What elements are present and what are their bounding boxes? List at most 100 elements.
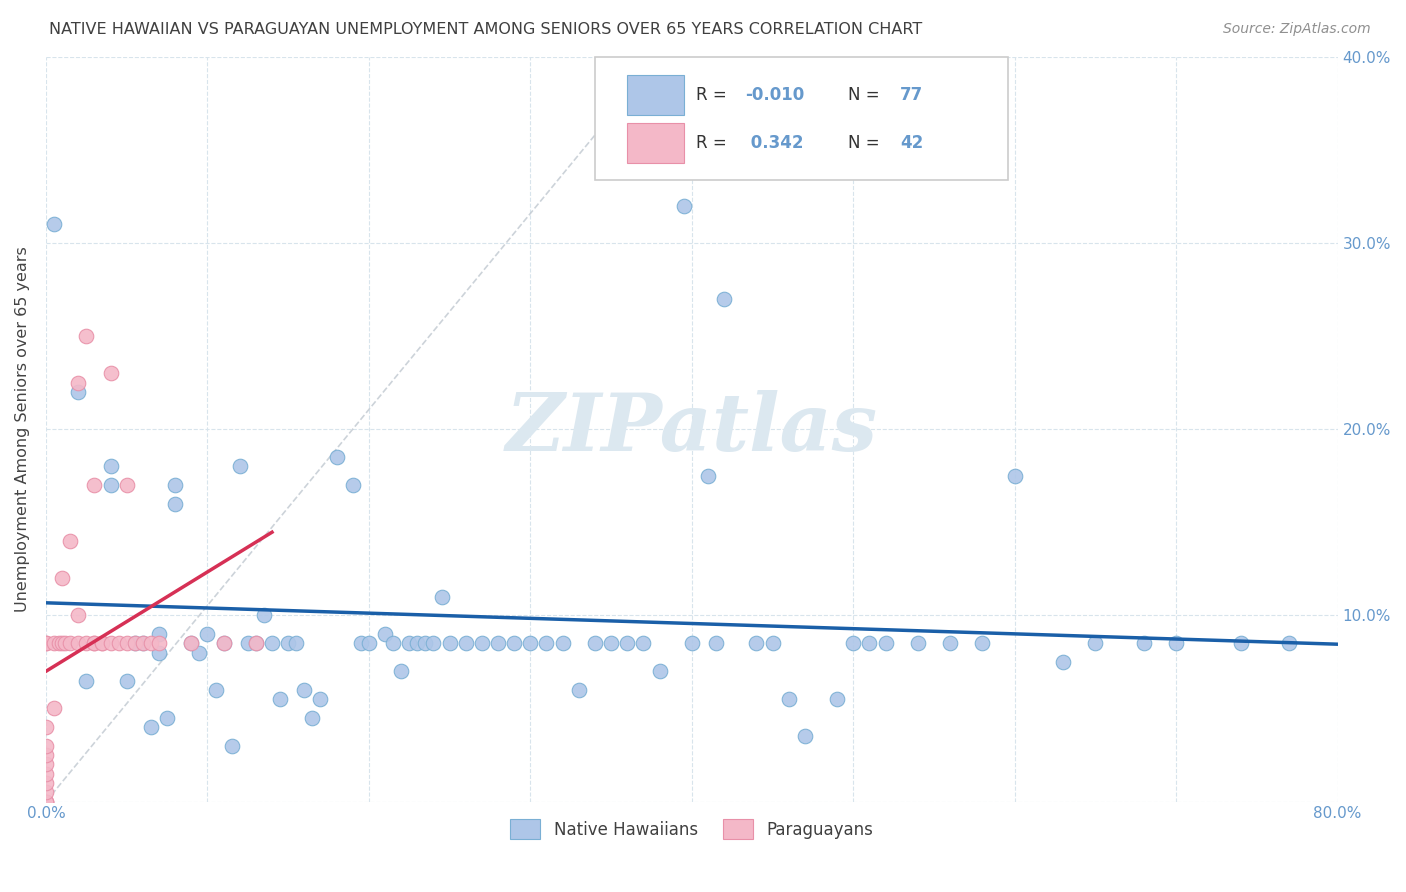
- Point: [100, 459, 122, 474]
- Point: [165, 497, 187, 511]
- Point: [212, 636, 235, 650]
- Point: [325, 450, 347, 464]
- Point: [35, 776, 58, 790]
- Point: [697, 468, 720, 483]
- Text: 42: 42: [900, 134, 922, 153]
- Text: R =: R =: [696, 87, 731, 104]
- Point: [188, 646, 211, 660]
- Point: [67, 376, 90, 390]
- Point: [132, 636, 155, 650]
- Point: [342, 478, 364, 492]
- Point: [156, 711, 179, 725]
- Point: [35, 747, 58, 762]
- Point: [568, 682, 591, 697]
- Point: [600, 636, 623, 650]
- Text: 0.342: 0.342: [745, 134, 803, 153]
- Point: [100, 366, 122, 380]
- Point: [398, 636, 420, 650]
- Text: NATIVE HAWAIIAN VS PARAGUAYAN UNEMPLOYMENT AMONG SENIORS OVER 65 YEARS CORRELATI: NATIVE HAWAIIAN VS PARAGUAYAN UNEMPLOYME…: [49, 22, 922, 37]
- Point: [100, 478, 122, 492]
- Point: [35, 636, 58, 650]
- Point: [91, 636, 114, 650]
- Point: [972, 636, 994, 650]
- Point: [148, 646, 170, 660]
- Point: [53, 636, 76, 650]
- Y-axis label: Unemployment Among Seniors over 65 years: Unemployment Among Seniors over 65 years: [15, 246, 30, 612]
- Point: [1084, 636, 1107, 650]
- Point: [75, 636, 97, 650]
- Point: [212, 636, 235, 650]
- Point: [35, 636, 58, 650]
- Point: [124, 636, 146, 650]
- Point: [382, 636, 405, 650]
- Point: [100, 636, 122, 650]
- Point: [42, 701, 65, 715]
- Point: [48, 636, 70, 650]
- Point: [269, 692, 291, 706]
- Point: [309, 692, 332, 706]
- Point: [536, 636, 558, 650]
- Point: [115, 478, 138, 492]
- Point: [292, 682, 315, 697]
- Point: [35, 795, 58, 809]
- Point: [713, 292, 735, 306]
- Text: N =: N =: [848, 134, 884, 153]
- FancyBboxPatch shape: [627, 75, 685, 115]
- Point: [1004, 468, 1026, 483]
- Point: [139, 720, 162, 734]
- Point: [681, 636, 703, 650]
- Point: [503, 636, 526, 650]
- Point: [907, 636, 929, 650]
- Point: [35, 720, 58, 734]
- Point: [245, 636, 267, 650]
- Point: [42, 636, 65, 650]
- Point: [616, 636, 638, 650]
- Point: [406, 636, 429, 650]
- Point: [115, 636, 138, 650]
- Point: [132, 636, 155, 650]
- Point: [648, 664, 671, 678]
- Point: [277, 636, 299, 650]
- Point: [107, 636, 129, 650]
- Point: [519, 636, 541, 650]
- Point: [180, 636, 202, 650]
- Point: [35, 739, 58, 753]
- Point: [793, 730, 815, 744]
- Point: [35, 785, 58, 799]
- Point: [59, 636, 82, 650]
- Point: [148, 636, 170, 650]
- Point: [197, 627, 219, 641]
- Point: [633, 636, 655, 650]
- Point: [35, 795, 58, 809]
- Point: [551, 636, 574, 650]
- Point: [672, 199, 695, 213]
- Text: 77: 77: [900, 87, 922, 104]
- Point: [374, 627, 396, 641]
- Point: [245, 636, 267, 650]
- Point: [51, 571, 73, 585]
- Point: [704, 636, 727, 650]
- Point: [875, 636, 897, 650]
- Point: [1133, 636, 1156, 650]
- Point: [761, 636, 783, 650]
- Point: [228, 459, 250, 474]
- Point: [253, 608, 276, 623]
- Text: -0.010: -0.010: [745, 87, 804, 104]
- Point: [236, 636, 259, 650]
- Point: [83, 478, 105, 492]
- Point: [415, 636, 437, 650]
- Point: [124, 636, 146, 650]
- Point: [91, 636, 114, 650]
- Point: [221, 739, 243, 753]
- Point: [115, 673, 138, 688]
- Point: [35, 757, 58, 772]
- Text: N =: N =: [848, 87, 884, 104]
- Point: [42, 217, 65, 231]
- Point: [858, 636, 880, 650]
- Point: [350, 636, 373, 650]
- Point: [204, 682, 226, 697]
- Point: [260, 636, 283, 650]
- Point: [825, 692, 848, 706]
- Text: R =: R =: [696, 134, 731, 153]
- Point: [471, 636, 494, 650]
